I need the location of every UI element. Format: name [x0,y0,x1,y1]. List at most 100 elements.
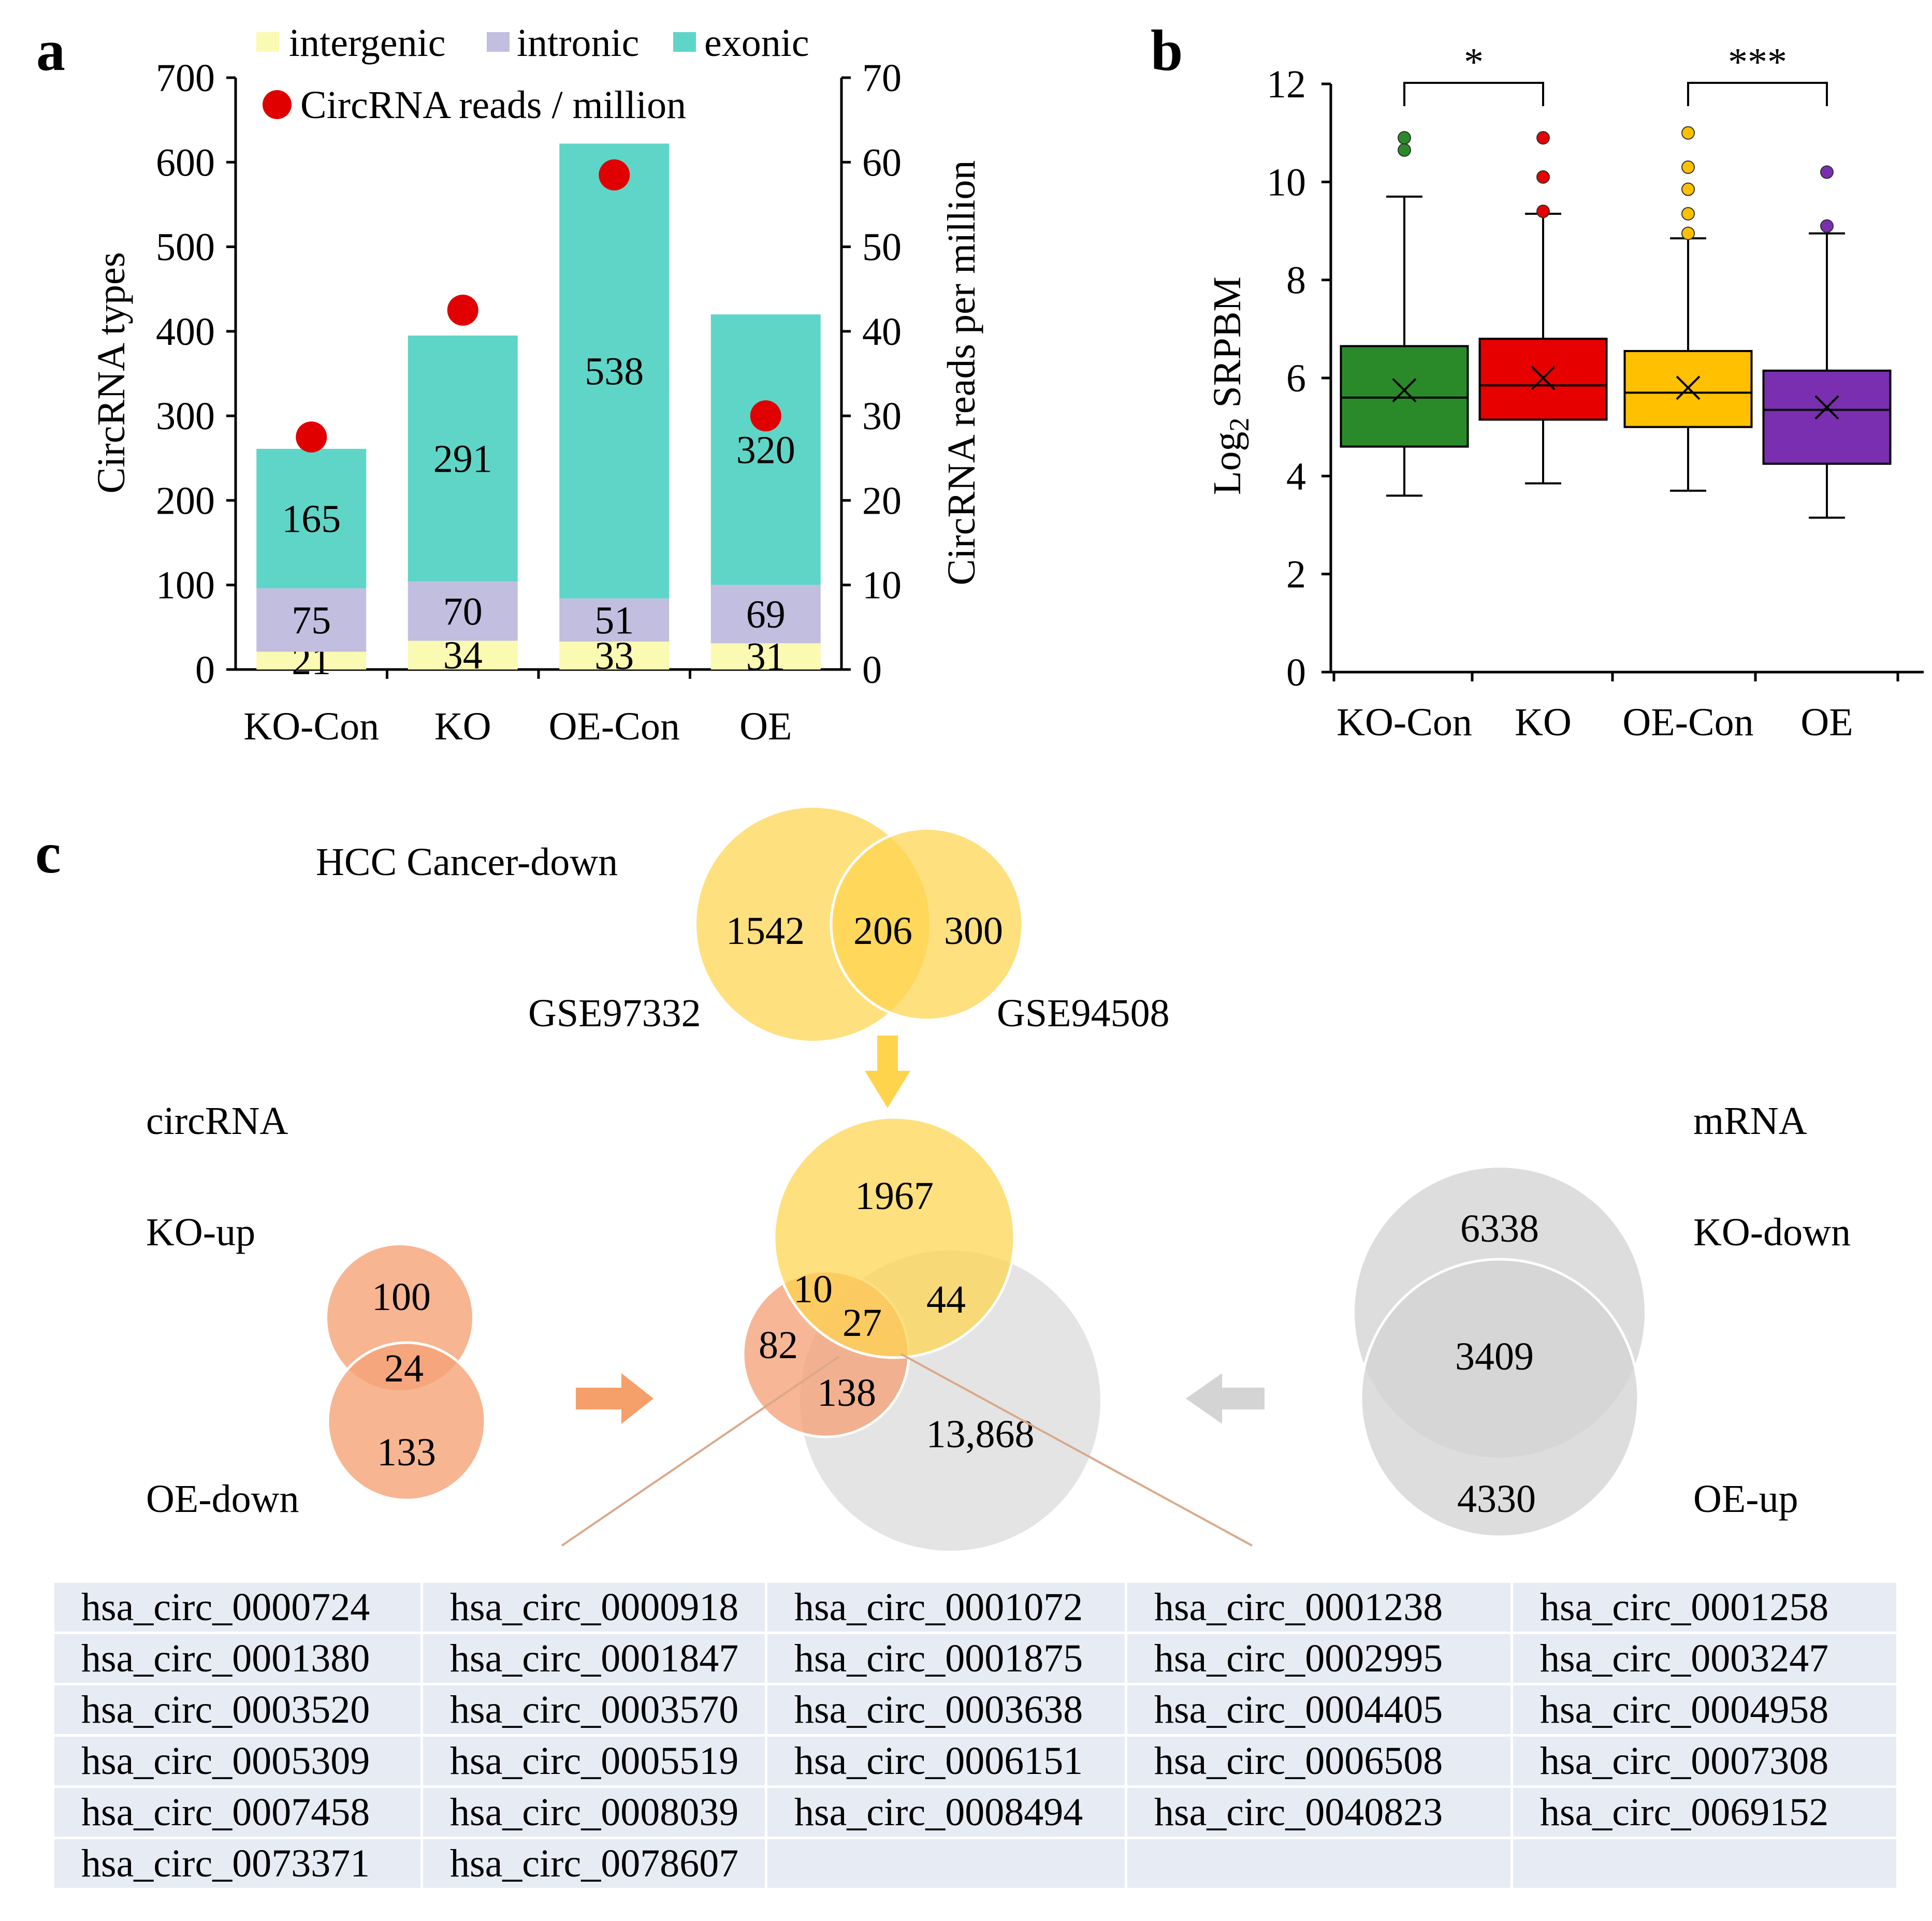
b-x-tick-label: KO-Con [1337,701,1472,744]
legend-swatch-exonic [673,32,696,52]
table-cell: hsa_circ_0001875 [765,1632,1127,1685]
table-cell: hsa_circ_0001847 [420,1632,767,1685]
b-significance-label: * [1464,40,1484,84]
b-box [1340,345,1469,448]
a-bar-value-label: 538 [585,350,644,394]
table-cell: hsa_circ_0073371 [52,1837,423,1890]
table-cell: hsa_circ_0003638 [765,1683,1127,1737]
a-bar-exonic [408,336,518,582]
b-outlier-point [1681,160,1695,174]
table-cell: hsa_circ_0069152 [1510,1785,1899,1839]
table-row: hsa_circ_0000724 hsa_circ_0000918 hsa_circ… [52,1580,1899,1634]
a-y-tick-label: 100 [156,564,215,607]
table-cell: hsa_circ_0000724 [52,1580,423,1634]
b-y-tick-label: 8 [1286,259,1306,302]
venn-top-right-label: GSE94508 [997,992,1170,1035]
a-y2-tick-label: 50 [862,226,902,269]
a-reads-points [296,159,781,453]
a-y2-axis-label: CircRNA reads per million [940,160,983,585]
a-bar-intergenic [710,643,821,670]
a-y2-tick-label: 10 [862,564,902,607]
a-bar-exonic [256,448,367,589]
b-y-tick-label: 0 [1286,651,1306,694]
venn-center-yellow-orange: 10 [793,1268,833,1311]
b-significance: * *** [1403,40,1828,106]
venn-left-bottom-only: 133 [377,1431,436,1474]
table-row: hsa_circ_0005309 hsa_circ_0005519 hsa_circ… [52,1734,1899,1788]
a-y2-tick-label: 70 [862,56,902,100]
b-significance-label: *** [1728,40,1787,84]
a-y-axis-label: CircRNA types [90,252,133,494]
venn-top-left-only: 1542 [726,909,805,953]
table-cell: hsa_circ_0008039 [420,1785,767,1839]
venn-right-bottom-circle [1359,1258,1640,1538]
zoom-line-right [900,1353,1253,1547]
circrna-table-body: hsa_circ_0000724 hsa_circ_0000918 hsa_circ… [52,1580,1899,1890]
a-x-tick-label: KO-Con [243,705,379,748]
b-ylabel-rest: SRPBM [1205,276,1249,418]
down-arrow [865,1036,910,1108]
table-cell: hsa_circ_0005519 [420,1734,767,1788]
b-outlier-point [1681,226,1695,240]
b-ylabel-sub: 2 [1224,418,1255,432]
a-y-tick-label: 0 [195,648,215,692]
b-outlier-point [1681,207,1695,221]
table-cell: hsa_circ_0007308 [1510,1734,1899,1788]
right-arrow [576,1373,653,1424]
a-x-tick-label: KO [434,705,491,748]
venn-left-top-label: KO-up [146,1211,255,1254]
a-y2-tick-label: 60 [862,141,902,184]
venn-right-both: 3409 [1455,1335,1534,1378]
table-cell: hsa_circ_0001072 [765,1580,1127,1634]
a-y2-tick-label: 0 [862,648,882,692]
a-y-tick-label: 200 [156,479,215,522]
b-y-tick-label: 12 [1267,63,1306,106]
venn-center-orange-gray: 138 [817,1371,876,1415]
b-box [1762,369,1892,465]
table-cell: hsa_circ_0003247 [1510,1632,1899,1685]
venn-top-right-only: 300 [944,909,1003,953]
table-cell: hsa_circ_0001380 [52,1632,423,1685]
venn-left-title: circRNA [146,1099,288,1143]
a-bar-value-label: 291 [433,438,492,481]
a-bars: 2175165KO-Con3470291KO3351538OE-Con31693… [243,143,821,748]
b-x-tick-label: OE [1800,701,1853,744]
legend-label-exonic: exonic [704,21,809,65]
table-cell: hsa_circ_0003520 [52,1683,423,1737]
panel-label-c: c [35,821,61,885]
legend-label-reads: CircRNA reads / million [300,83,686,127]
table-cell: hsa_circ_0008494 [765,1785,1127,1839]
venn-top-title: HCC Cancer-down [316,840,618,884]
venn-center-yellow-circle [773,1116,1016,1359]
table-cell: hsa_circ_0003570 [420,1683,767,1737]
a-bar-intronic [559,598,670,642]
a-bar-value-label: 320 [736,428,795,472]
venn-right-top-label: KO-down [1693,1211,1851,1254]
b-boxes: KO-Con KO OE-Con OE [1337,126,1892,744]
venn-right-bottom-label: OE-up [1693,1477,1798,1521]
a-bar-intergenic [559,642,670,670]
b-y-tick-label: 6 [1286,357,1306,400]
table-cell: hsa_circ_0078607 [420,1837,767,1890]
legend-swatch-intergenic [256,32,279,52]
table-cell: hsa_circ_0006151 [765,1734,1127,1788]
b-outlier-point [1820,219,1834,233]
a-bar-intergenic [408,641,518,670]
left-arrow [1186,1373,1265,1424]
a-y-tick-label: 500 [156,226,215,269]
a-reads-point [447,295,478,326]
legend-label-intergenic: intergenic [289,21,445,65]
a-bar-value-label: 51 [594,599,634,642]
b-y-axis-label: Log2 SRPBM [1205,276,1255,495]
venn-top-right-circle [830,827,1024,1022]
b-x-tick-label: OE-Con [1622,701,1753,744]
venn-left-top-only: 100 [372,1275,431,1319]
a-bar-value-label: 75 [292,599,331,642]
b-significance-bracket [1687,82,1828,106]
venn-center-yellow-gray: 44 [926,1278,966,1321]
venn-right-top-only: 6338 [1460,1207,1539,1250]
venn-center-all-three: 27 [842,1301,882,1345]
a-y-tick-label: 600 [156,141,215,184]
b-outlier-point [1681,182,1695,196]
